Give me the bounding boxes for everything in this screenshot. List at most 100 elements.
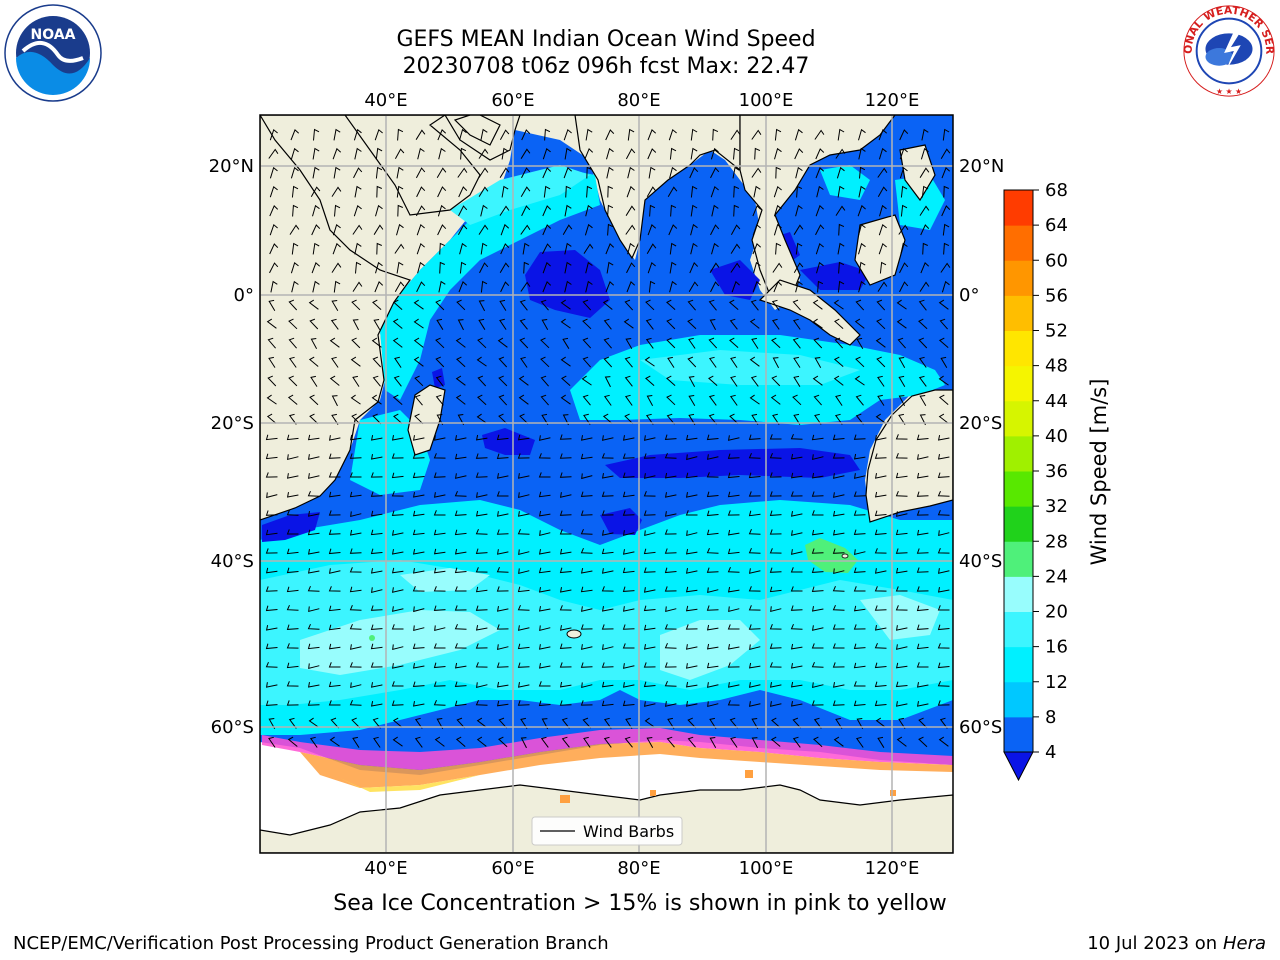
wind-barb (645, 375, 655, 386)
wind-barb (455, 736, 466, 747)
wind-barb (269, 223, 278, 236)
wind-barb (496, 606, 509, 612)
wind-barb (838, 223, 845, 236)
wind-barb (749, 644, 761, 650)
wind-barb (792, 299, 801, 311)
wind-barb (937, 454, 950, 460)
wind-barb (582, 299, 592, 311)
wind-barb (350, 394, 361, 405)
wind-barb (706, 624, 719, 631)
wind-barb (412, 701, 425, 707)
wind-barb (454, 473, 467, 479)
wind-barb (795, 166, 803, 179)
wind-barb (499, 262, 510, 273)
wind-barb (601, 624, 614, 630)
colorbar-segment (1004, 225, 1033, 261)
wind-barb (730, 224, 741, 236)
wind-barb (476, 413, 487, 424)
legend-label: Wind Barbs (583, 822, 674, 841)
wind-barb (790, 567, 803, 573)
wind-barb (329, 375, 340, 386)
wind-barb (919, 414, 926, 426)
wind-barb (706, 454, 719, 460)
wind-barb (309, 736, 318, 748)
wind-barb (560, 299, 571, 310)
wind-barb (858, 147, 866, 160)
wind-barb (622, 510, 635, 516)
wind-barb (307, 454, 320, 460)
wind-barb (730, 375, 738, 387)
wind-barb (878, 223, 887, 236)
wind-barb (751, 737, 759, 749)
wind-barb (433, 567, 446, 574)
wind-barb (664, 548, 677, 554)
wind-barb (601, 435, 614, 441)
wind-barb (457, 319, 464, 331)
wind-barb (328, 624, 341, 631)
wind-barb (265, 510, 278, 516)
wind-barb (475, 625, 488, 631)
colorbar-segment (1004, 330, 1033, 367)
wind-barb (769, 453, 782, 459)
wind-barb (937, 624, 950, 631)
wind-barb (709, 319, 717, 331)
wind-barb (938, 413, 949, 424)
wind-barb (790, 453, 803, 460)
wind-barb (937, 548, 950, 554)
wind-barb (919, 395, 927, 407)
wind-barb (522, 242, 530, 255)
wind-barb (454, 491, 467, 497)
wind-barb (727, 435, 740, 441)
wind-barb (559, 492, 572, 498)
bottom-lon-tick: 40°E (364, 858, 407, 879)
wind-barb (559, 643, 572, 649)
wind-barb (328, 435, 341, 441)
wind-barb (312, 280, 320, 293)
wind-barb (770, 736, 781, 747)
sumatra-land (758, 279, 861, 346)
wind-barb (853, 434, 866, 440)
wind-barb (793, 375, 801, 387)
wind-barb (268, 356, 276, 368)
wind-barb (624, 356, 633, 368)
wind-barb (288, 318, 298, 330)
wind-barb (748, 453, 761, 459)
wind-barb (937, 568, 950, 574)
wind-barb (561, 736, 570, 748)
wind-barb (895, 605, 908, 611)
wind-barb (454, 435, 467, 441)
wind-barb (583, 413, 591, 425)
india-land (574, 115, 741, 260)
wind-barb (288, 337, 297, 349)
wind-barb (310, 186, 321, 198)
wind-barb (769, 529, 782, 535)
wind-barb (542, 261, 551, 274)
wind-barb (496, 624, 509, 630)
wind-barb (454, 529, 467, 536)
wind-barb (769, 548, 782, 554)
wind-barb (646, 186, 657, 198)
wind-barb (664, 472, 677, 479)
wind-barb (748, 529, 761, 535)
wind-barb (748, 605, 761, 611)
wind-barb (392, 318, 403, 329)
wind-barb (540, 299, 549, 311)
wind-barb (412, 663, 425, 669)
wind-barb (667, 186, 678, 197)
wind-barb (790, 472, 803, 479)
wind-barb (625, 717, 633, 729)
wind-barb (940, 262, 951, 273)
wind-barb (496, 700, 509, 707)
wind-barb (391, 587, 404, 593)
wind-barb (412, 435, 425, 441)
wind-barb (397, 204, 403, 217)
wind-barb (541, 413, 549, 425)
wind-barb (664, 624, 677, 630)
footer-machine: Hera (1222, 933, 1266, 954)
wind-barb (853, 473, 866, 479)
wind-barb (710, 185, 719, 198)
wind-barb (351, 337, 361, 349)
wind-barb (288, 413, 297, 425)
wind-barb (643, 435, 656, 441)
wind-barb (374, 281, 384, 293)
